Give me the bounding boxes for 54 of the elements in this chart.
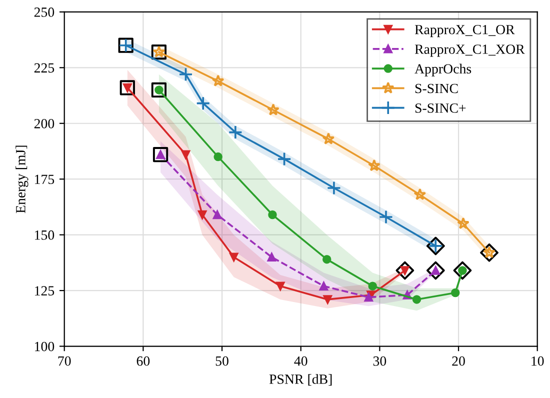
point bbox=[229, 252, 238, 262]
point bbox=[196, 96, 210, 110]
x-axis-title: PSNR [dB] bbox=[269, 374, 332, 386]
point bbox=[450, 288, 460, 298]
point bbox=[198, 210, 207, 220]
point bbox=[326, 180, 342, 196]
point bbox=[323, 295, 332, 304]
point bbox=[178, 67, 193, 82]
legend-label: S-SINC+ bbox=[415, 103, 466, 113]
legend-label: ApprOchs bbox=[414, 64, 472, 76]
point bbox=[268, 210, 277, 220]
x-tick-label: 20 bbox=[452, 356, 465, 366]
point bbox=[267, 252, 276, 262]
point bbox=[212, 74, 224, 86]
point bbox=[368, 159, 380, 172]
point bbox=[457, 217, 470, 230]
point bbox=[214, 152, 222, 162]
point bbox=[453, 261, 472, 280]
point bbox=[267, 104, 280, 116]
y-tick-label: 150 bbox=[35, 230, 54, 240]
x-tick-label: 10 bbox=[532, 356, 544, 366]
x-tick-label: 60 bbox=[136, 356, 150, 366]
y-tick-label: 100 bbox=[35, 342, 54, 352]
point bbox=[414, 188, 426, 200]
point bbox=[120, 80, 135, 96]
point bbox=[212, 210, 222, 220]
point bbox=[319, 282, 328, 290]
y-tick-label: 225 bbox=[34, 63, 54, 73]
x-tick-label: 50 bbox=[216, 356, 228, 366]
legend-label: RapproX_C1_OR bbox=[414, 24, 515, 38]
x-tick-label: 30 bbox=[373, 356, 386, 366]
y-tick-label: 125 bbox=[35, 286, 54, 296]
point bbox=[364, 292, 374, 302]
x-tick-label: 40 bbox=[294, 356, 308, 366]
point bbox=[412, 295, 422, 304]
point bbox=[228, 125, 243, 140]
point bbox=[277, 152, 292, 166]
point bbox=[480, 243, 498, 262]
point bbox=[396, 261, 414, 280]
x-tick-label: 70 bbox=[58, 356, 71, 366]
point bbox=[276, 282, 285, 290]
point bbox=[368, 282, 377, 290]
point bbox=[151, 82, 167, 98]
point bbox=[426, 261, 445, 280]
point bbox=[322, 132, 335, 144]
point bbox=[322, 254, 332, 264]
point bbox=[152, 147, 168, 162]
y-tick-label: 175 bbox=[35, 174, 54, 184]
y-tick-label: 250 bbox=[34, 8, 54, 17]
y-tick-label: 200 bbox=[34, 118, 54, 128]
point bbox=[378, 210, 394, 224]
legend-label: RapproX_C1_XOR bbox=[414, 44, 525, 57]
legend-label: S-SINC bbox=[415, 84, 458, 94]
y-axis-title: Energy [mJ] bbox=[16, 146, 28, 214]
